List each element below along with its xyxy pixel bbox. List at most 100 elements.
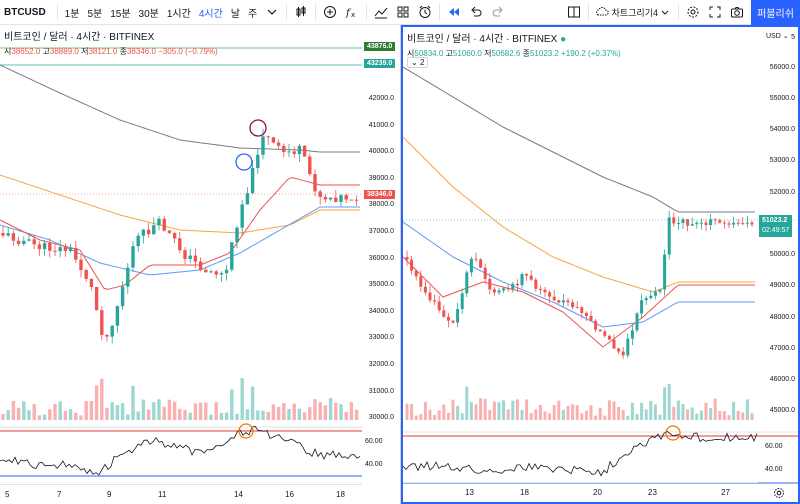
volume-bar bbox=[48, 409, 52, 420]
volume-bar bbox=[193, 403, 198, 420]
moving-average-line bbox=[403, 256, 755, 348]
candles-icon[interactable] bbox=[290, 0, 312, 25]
symbol-search-button[interactable]: BTCUSD bbox=[4, 6, 46, 18]
time-tick: 9 bbox=[107, 490, 112, 499]
volume-bar bbox=[152, 402, 156, 420]
close-value: 38346.0 bbox=[126, 47, 156, 56]
right-symbol-title[interactable]: 비트코인 / 달러 · 4시간 · BITFINEX ● bbox=[407, 30, 621, 45]
candle-body bbox=[313, 174, 317, 192]
layout-icon[interactable] bbox=[563, 0, 585, 25]
interval-day[interactable]: 날 bbox=[230, 8, 240, 20]
right-time-axis[interactable]: 13 18 20 23 27 bbox=[403, 482, 758, 502]
left-price-scale[interactable]: 42000.0 41000.0 40000.0 39000.0 38000.0 37000… bbox=[362, 25, 400, 435]
interval-1h[interactable]: 1시간 bbox=[166, 8, 191, 20]
candle-body bbox=[511, 283, 515, 289]
price-tick: 50000.0 bbox=[769, 251, 795, 258]
replay-icon[interactable] bbox=[443, 0, 465, 25]
candle-body bbox=[732, 222, 736, 225]
candle-body bbox=[146, 229, 151, 235]
interval-week[interactable]: 주 bbox=[248, 8, 258, 20]
compare-icon[interactable] bbox=[370, 0, 392, 25]
high-label: 고 bbox=[42, 47, 50, 56]
candle-body bbox=[334, 197, 338, 202]
redo-icon[interactable] bbox=[487, 0, 509, 25]
interval-1m[interactable]: 1분 bbox=[64, 8, 80, 20]
volume-bar bbox=[727, 415, 731, 420]
alert-icon[interactable] bbox=[414, 0, 436, 25]
interval-5m[interactable]: 5분 bbox=[87, 8, 103, 20]
intervals-dropdown-icon[interactable] bbox=[261, 0, 283, 25]
candle-body bbox=[534, 279, 538, 289]
candle-body bbox=[410, 259, 414, 271]
candle-body bbox=[328, 197, 333, 200]
currency-label[interactable]: USD ⌄ bbox=[766, 32, 789, 40]
interval-30m[interactable]: 30분 bbox=[138, 8, 159, 20]
volume-bar bbox=[261, 410, 265, 420]
settings-icon[interactable] bbox=[682, 0, 704, 25]
volume-bar bbox=[136, 411, 140, 420]
candle-body bbox=[630, 330, 634, 339]
fullscreen-icon[interactable] bbox=[704, 0, 726, 25]
candle-body bbox=[193, 255, 198, 262]
templates-icon[interactable] bbox=[392, 0, 414, 25]
candle-body bbox=[276, 142, 281, 146]
volume-bar bbox=[256, 410, 260, 420]
collapsed-count: 2 bbox=[419, 58, 425, 67]
chart-pane-left[interactable]: 비트코인 / 달러 · 4시간 · BITFINEX 시38652.0 고388… bbox=[0, 25, 400, 504]
candle-body bbox=[745, 222, 749, 224]
right-chart-canvas[interactable] bbox=[403, 27, 798, 502]
volume-bar bbox=[626, 415, 630, 420]
candle-body bbox=[460, 293, 464, 310]
right-price-scale[interactable]: 5 56000.0 55000.0 54000.0 53000.0 52000.0 5000… bbox=[758, 27, 798, 437]
undo-icon[interactable] bbox=[465, 0, 487, 25]
price-tick: 37000.0 bbox=[368, 228, 394, 235]
candle-body bbox=[506, 288, 510, 290]
layout-name-button[interactable]: 차트그리기4 bbox=[592, 0, 675, 25]
add-indicator-icon[interactable] bbox=[319, 0, 341, 25]
volume-bar bbox=[612, 401, 616, 420]
volume-bar bbox=[580, 413, 584, 420]
volume-bar bbox=[575, 405, 579, 420]
candle-body bbox=[497, 290, 501, 293]
time-tick: 7 bbox=[57, 490, 62, 499]
volume-bar bbox=[354, 409, 359, 420]
volume-bar bbox=[198, 402, 203, 420]
candle-body bbox=[188, 255, 192, 259]
camera-icon[interactable] bbox=[726, 0, 748, 25]
left-symbol-title[interactable]: 비트코인 / 달러 · 4시간 · BITFINEX bbox=[4, 32, 155, 43]
chart-pane-right[interactable]: 비트코인 / 달러 · 4시간 · BITFINEX ● 시50834.0 고5… bbox=[401, 25, 800, 504]
price-tick: 34000.0 bbox=[368, 307, 394, 315]
collapsed-indicators-toggle[interactable]: ⌄ 2 bbox=[407, 57, 429, 68]
volume-bar bbox=[89, 400, 94, 420]
candle-body bbox=[224, 269, 229, 274]
left-chart-canvas[interactable] bbox=[0, 25, 400, 504]
volume-bar bbox=[94, 385, 99, 420]
volume-bar bbox=[204, 402, 208, 420]
candle-body bbox=[571, 302, 575, 308]
toolbar-divider bbox=[315, 4, 317, 20]
candle-body bbox=[100, 310, 104, 335]
candle-body bbox=[580, 307, 584, 313]
candle-body bbox=[621, 351, 625, 356]
candle-body bbox=[552, 296, 556, 301]
candle-body bbox=[566, 300, 570, 303]
interval-4h[interactable]: 4시간 bbox=[198, 8, 223, 20]
price-tick: 31000.0 bbox=[368, 387, 394, 395]
volume-bar bbox=[658, 414, 662, 420]
volume-bar bbox=[676, 400, 680, 420]
axis-settings-icon[interactable] bbox=[773, 486, 785, 498]
left-time-axis[interactable]: 5 7 9 11 14 16 18 bbox=[0, 484, 362, 504]
volume-bar bbox=[451, 399, 455, 420]
volume-bar bbox=[672, 406, 676, 420]
volume-bar bbox=[529, 413, 533, 420]
publish-button[interactable]: 퍼블리쉬 bbox=[751, 0, 800, 25]
candle-body bbox=[256, 154, 260, 168]
volume-bar bbox=[732, 401, 736, 420]
price-tick: 30000.0 bbox=[368, 414, 394, 422]
candle-body bbox=[548, 292, 552, 297]
pane-divider[interactable] bbox=[400, 25, 401, 504]
candle-body bbox=[520, 273, 524, 286]
interval-15m[interactable]: 15분 bbox=[110, 8, 131, 20]
candle-body bbox=[302, 145, 307, 157]
